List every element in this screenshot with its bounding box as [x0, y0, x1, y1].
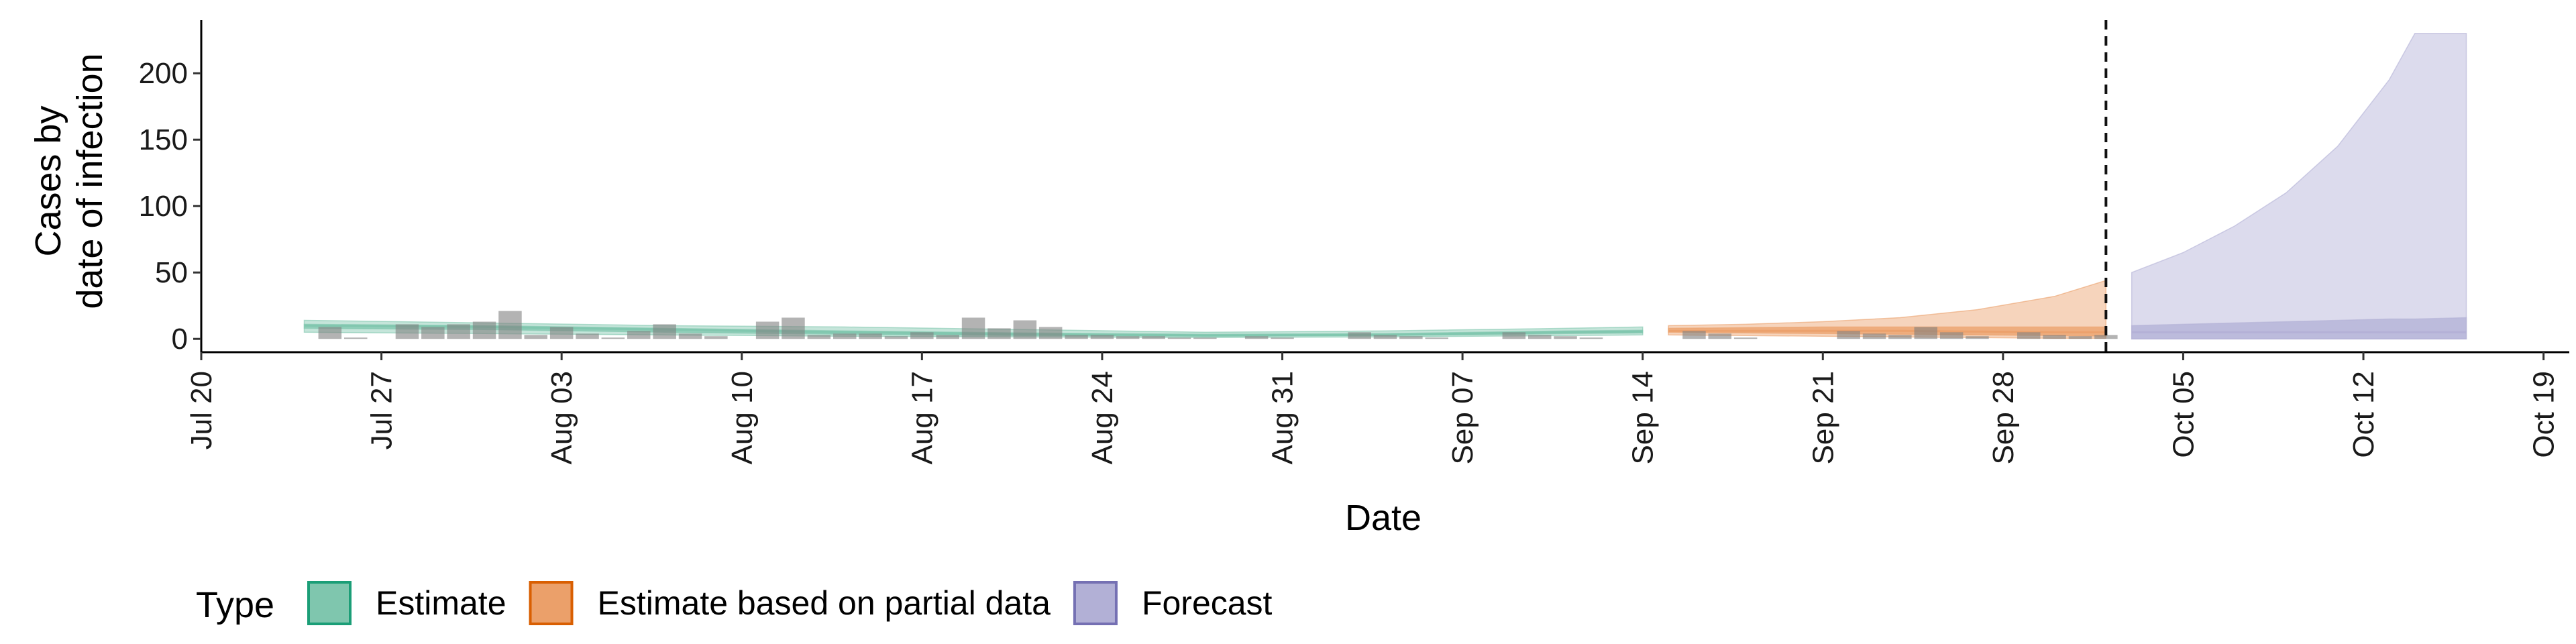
case-bar — [1244, 336, 1269, 339]
case-bar — [1013, 320, 1037, 339]
case-bar — [1142, 336, 1165, 339]
plot-area — [303, 20, 2467, 352]
legend-label-estimate-based-on-partial-data: Estimate based on partial data — [598, 584, 1051, 622]
case-bar — [987, 328, 1011, 339]
y-tick-label: 150 — [139, 123, 188, 156]
legend-swatch-estimate-based-on-partial-data — [529, 581, 574, 625]
legend-title: Type — [196, 585, 274, 625]
case-bar — [549, 327, 574, 339]
case-bar — [576, 333, 599, 339]
x-tick-label: Sep 07 — [1446, 371, 1479, 464]
case-bar — [1373, 335, 1397, 339]
case-bar — [472, 321, 496, 339]
case-bar — [1348, 332, 1371, 339]
x-tick-label: Aug 03 — [545, 371, 578, 464]
case-bar — [1502, 332, 1526, 339]
y-axis-title-line-2: date of infection — [70, 53, 110, 309]
legend: Type Estimate Estimate based on partial d… — [196, 581, 1273, 625]
case-bar — [1528, 335, 1552, 339]
x-tick-label: Oct 05 — [2167, 371, 2200, 458]
case-bar — [601, 337, 625, 339]
case-bar — [807, 335, 831, 339]
case-bar — [2043, 335, 2066, 339]
case-bar — [421, 327, 445, 339]
case-bar — [2017, 332, 2041, 339]
case-bar — [859, 333, 882, 339]
case-bar — [318, 327, 342, 339]
legend-label-estimate: Estimate — [376, 584, 506, 622]
x-tick-label: Aug 24 — [1086, 371, 1119, 464]
case-bar — [1966, 336, 1989, 339]
x-tick-label: Sep 14 — [1627, 371, 1660, 464]
x-tick-label: Jul 27 — [366, 371, 398, 449]
case-bar — [1065, 335, 1088, 339]
case-bar — [1579, 337, 1603, 339]
case-bar — [1888, 335, 1912, 339]
case-bar — [498, 311, 522, 339]
case-bar — [1733, 337, 1758, 339]
case-bar — [1167, 337, 1191, 339]
case-bar — [1682, 331, 1706, 339]
case-bar — [1116, 336, 1140, 339]
y-tick-label: 0 — [172, 323, 188, 356]
x-tick-label: Sep 28 — [1987, 371, 2020, 464]
case-bar — [2068, 336, 2092, 339]
median-line-estimate-based-on-partial-data — [1668, 329, 2106, 333]
case-bar — [1837, 331, 1860, 339]
legend-swatch-estimate — [307, 581, 352, 625]
case-bar — [2094, 335, 2118, 339]
case-bar — [910, 332, 934, 339]
case-bar — [755, 321, 780, 339]
x-axis-title: Date — [1345, 498, 1421, 538]
case-bar — [1554, 336, 1577, 339]
case-bar — [678, 333, 702, 339]
axes: Cases by date of infection Date 0 50 100 15… — [28, 20, 2569, 538]
legend-swatch-forecast — [1073, 581, 1118, 625]
legend-label-forecast: Forecast — [1142, 584, 1273, 622]
y-axis-title-line-1: Cases by — [28, 105, 68, 256]
case-bar — [627, 331, 651, 339]
case-bar — [961, 317, 985, 339]
ribbon-outer-forecast — [2131, 33, 2467, 339]
x-tick-label: Aug 17 — [906, 371, 938, 464]
case-bar — [653, 324, 676, 339]
case-bar — [704, 336, 728, 339]
case-bar — [1090, 335, 1114, 339]
x-tick-label: Aug 31 — [1267, 371, 1299, 464]
case-bar — [1399, 336, 1423, 339]
case-bar — [1271, 337, 1294, 339]
case-bar — [1708, 333, 1731, 339]
x-tick-label: Aug 10 — [726, 371, 759, 464]
case-bar — [524, 335, 547, 339]
case-bar — [1425, 337, 1448, 339]
case-bar — [884, 336, 908, 339]
case-bar — [833, 333, 857, 339]
x-tick-label: Sep 21 — [1807, 371, 1839, 464]
case-bar — [395, 324, 419, 339]
case-bar — [344, 337, 368, 339]
y-tick-label: 200 — [139, 57, 188, 90]
case-bar — [1038, 327, 1063, 339]
case-bar — [1939, 332, 1964, 339]
case-bar — [1914, 327, 1937, 339]
x-tick-label: Oct 12 — [2347, 371, 2380, 458]
x-tick-label: Oct 19 — [2528, 371, 2561, 458]
case-bar — [782, 317, 805, 339]
ribbon-inner-forecast — [2131, 317, 2467, 339]
x-tick-label: Jul 20 — [185, 371, 218, 449]
y-tick-label: 50 — [155, 256, 188, 289]
case-bar — [447, 324, 470, 339]
case-bar — [1862, 333, 1886, 339]
y-tick-label: 100 — [139, 190, 188, 223]
case-bar — [1193, 337, 1217, 339]
case-bar — [936, 335, 959, 339]
